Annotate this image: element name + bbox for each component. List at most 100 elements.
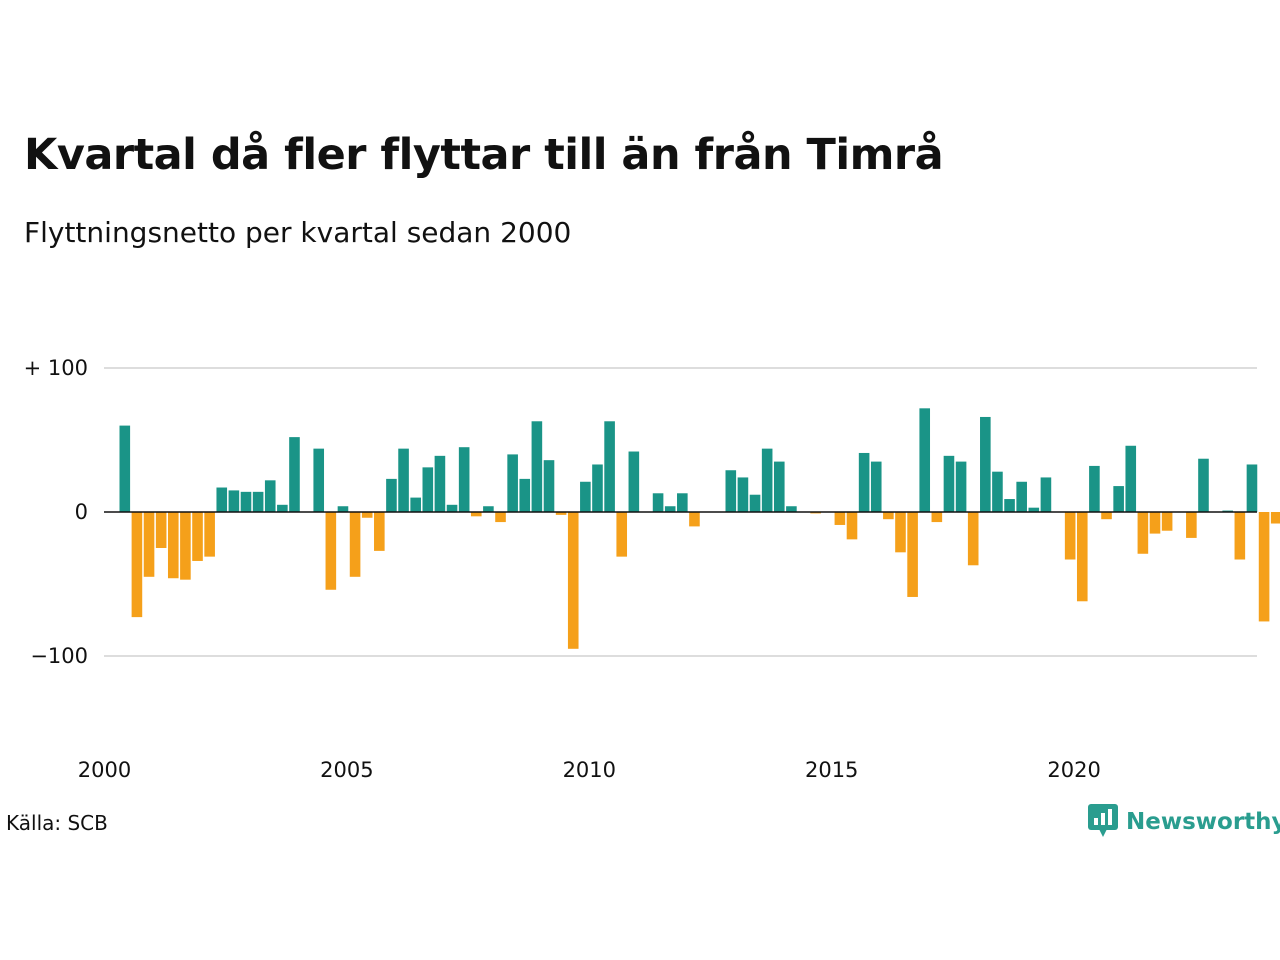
bar [216,487,228,512]
bar [870,461,882,512]
bar [434,455,446,512]
bar [131,512,143,618]
bar [931,512,943,523]
bar [1064,512,1076,560]
bar [361,512,373,518]
bar [1125,445,1137,512]
bar [277,504,288,512]
axis-layer: + 100 0 −100 2000 2005 2010 2015 2020 [24,356,1257,782]
bar [531,421,543,512]
bar [325,512,337,590]
bar [1246,464,1258,512]
bar [834,512,846,525]
bar [967,512,979,566]
bar [616,512,628,557]
bar [192,512,203,561]
bar [992,471,1003,512]
bar [1016,481,1027,512]
bar [1089,465,1100,512]
bars-layer [119,408,1280,649]
bar-chart-speech-bubble-icon [1088,802,1118,842]
bar [1270,512,1280,524]
bar [519,478,531,512]
bar [919,408,931,512]
bar [1198,458,1209,512]
bar [786,506,797,512]
bar [252,491,264,512]
bar [664,506,676,512]
y-tick-label: −100 [30,644,88,668]
bar [1137,512,1149,554]
bar [374,512,385,551]
bar [119,425,131,512]
bar [204,512,215,557]
bar [1076,512,1088,602]
source-note: Källa: SCB [6,811,108,835]
bar [180,512,191,580]
bar [858,452,870,512]
bar [410,497,421,512]
bar [483,506,494,512]
bar [592,464,603,512]
bar [264,480,276,512]
bar [446,504,458,512]
bar [652,493,664,512]
x-tick-label: 2005 [320,758,373,782]
bar [155,512,167,548]
bar [1101,512,1112,520]
chart-subtitle: Flyttningsnetto per kvartal sedan 2000 [24,216,572,249]
brand-logo[interactable]: Newsworthy [1088,803,1280,841]
bar [386,478,397,512]
bar [495,512,506,523]
bar [1234,512,1246,560]
bar [761,448,773,512]
bar [846,512,858,540]
bar [1258,512,1270,622]
bar [1113,486,1124,512]
x-tick-label: 2000 [78,758,131,782]
bar [580,481,591,512]
bar [883,512,894,520]
bar [555,512,567,515]
bar [1028,507,1040,512]
bar [980,416,991,512]
x-tick-label: 2020 [1047,758,1100,782]
bar [240,491,252,512]
bar [313,448,325,512]
bar [470,512,482,517]
y-tick-label: + 100 [24,356,88,380]
bar [943,455,955,512]
bar [725,470,737,512]
chart-title: Kvartal då fler flyttar till än från Tim… [24,130,944,180]
bar [749,494,761,512]
bar [398,448,409,512]
bar [1186,512,1197,538]
bar [228,490,240,512]
bar [737,477,749,512]
bar [1161,512,1173,531]
bar-chart: + 100 0 −100 2000 2005 2010 2015 2020 [24,356,1280,782]
bar [955,461,967,512]
bar [677,493,688,512]
x-tick-label: 2010 [563,758,616,782]
bar [458,447,470,512]
bar [289,437,300,512]
bar [143,512,155,577]
bar [907,512,918,597]
bar [1149,512,1161,534]
x-tick-label: 2015 [805,758,858,782]
bar [604,421,615,512]
grid-layer [104,367,1257,657]
bar [167,512,179,579]
bar [422,467,434,512]
bar [507,454,518,512]
bar [1040,477,1052,512]
bar [895,512,906,553]
bar [689,512,700,527]
bar [567,512,579,649]
bar [1004,499,1015,512]
brand-name: Newsworthy [1126,809,1280,835]
bar [628,451,640,512]
bar [349,512,361,577]
y-tick-label: 0 [75,500,88,524]
